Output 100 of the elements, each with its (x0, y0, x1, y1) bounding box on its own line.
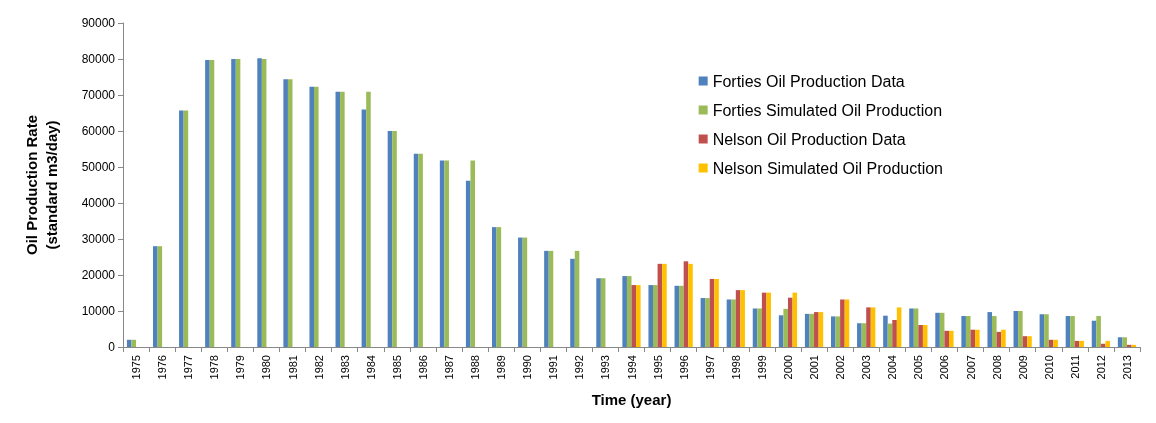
x-tick-label: 1988 (469, 355, 482, 380)
y-tick-label: 20000 (81, 268, 116, 282)
bar (283, 79, 288, 347)
bar (965, 316, 971, 347)
bar (1027, 336, 1032, 347)
x-tick-label: 1979 (234, 355, 247, 380)
x-tick-label: 1999 (755, 355, 768, 380)
bar (883, 315, 888, 347)
bar (444, 160, 449, 347)
bar (688, 263, 693, 347)
x-tick-label: 2009 (1016, 355, 1029, 380)
x-tick-label: 2000 (781, 355, 794, 380)
y-tick-label: 10000 (81, 304, 116, 318)
bar (309, 86, 315, 347)
legend-label: Nelson Oil Production Data (712, 130, 906, 148)
bar (892, 320, 897, 347)
x-tick-label: 1975 (130, 355, 143, 380)
x-tick-label: 1995 (651, 355, 664, 380)
bar (830, 316, 836, 347)
x-tick-label: 1987 (442, 355, 455, 380)
x-tick-label: 2011 (1068, 355, 1081, 379)
x-tick-label: 1994 (625, 355, 638, 380)
x-tick-label: 2002 (834, 355, 847, 380)
x-axis-title: Time (year) (591, 391, 672, 408)
x-tick-label: 2001 (808, 355, 821, 380)
bar (679, 285, 684, 347)
bar (518, 237, 523, 347)
bar (491, 227, 497, 347)
x-tick-label: 2012 (1094, 355, 1107, 380)
x-tick-label: 1980 (260, 355, 273, 380)
x-tick-label: 2005 (912, 355, 925, 380)
y-tick-label: 60000 (81, 124, 116, 138)
x-tick-label: 1989 (495, 355, 508, 380)
bar (766, 292, 772, 347)
x-tick-label: 1997 (703, 355, 716, 380)
x-tick-label: 2007 (964, 355, 977, 380)
bar (152, 246, 158, 347)
x-tick-label: 1992 (573, 355, 586, 380)
bar (1018, 311, 1023, 347)
bar (840, 299, 845, 347)
bar (636, 285, 641, 347)
x-tick-label: 2003 (860, 355, 873, 380)
x-tick-label: 1998 (729, 355, 742, 380)
bar (622, 276, 627, 347)
bar (1105, 340, 1111, 347)
bar (1126, 344, 1132, 347)
bar (1079, 340, 1084, 347)
bar (944, 330, 949, 347)
bar (418, 153, 423, 347)
bar (1044, 314, 1049, 347)
bar (757, 308, 762, 347)
legend-label: Forties Oil Production Data (712, 72, 905, 90)
bar (596, 278, 601, 347)
bar (179, 110, 184, 347)
y-tick-label: 70000 (81, 88, 116, 102)
bar (1070, 316, 1075, 347)
y-tick-label: 80000 (81, 52, 116, 66)
bar (544, 250, 549, 347)
y-axis-title: Oil Production Rate (standard m3/day) (22, 114, 60, 256)
x-tick-label: 1977 (182, 355, 195, 380)
bar (961, 316, 966, 347)
bar (975, 329, 980, 347)
bar (1001, 329, 1006, 347)
x-tick-label: 1993 (599, 355, 612, 380)
bar (740, 290, 745, 347)
x-tick-label: 2010 (1042, 355, 1055, 380)
legend-label: Nelson Simulated Oil Production (712, 159, 944, 177)
x-tick-label: 1996 (677, 355, 690, 380)
x-tick-label: 2008 (990, 355, 1003, 380)
bar (714, 278, 719, 347)
bar (857, 323, 862, 347)
bar (1122, 337, 1127, 347)
bar (340, 91, 345, 347)
bar (205, 60, 210, 347)
bar (731, 299, 736, 347)
bar (257, 58, 262, 347)
y-tick-label: 40000 (81, 196, 116, 210)
bar (1096, 316, 1101, 347)
x-tick-label: 1991 (547, 355, 560, 380)
bar (648, 285, 654, 347)
x-tick-label: 1978 (208, 355, 221, 380)
bar (992, 316, 997, 347)
bar (1053, 339, 1058, 347)
x-tick-label: 1976 (156, 355, 169, 380)
y-tick-label: 90000 (81, 16, 116, 30)
bar (392, 131, 397, 347)
bar (662, 263, 667, 347)
bar (570, 258, 575, 347)
x-tick-label: 2004 (886, 355, 899, 380)
x-tick-label: 2006 (938, 355, 951, 380)
x-tick-label: 1985 (390, 355, 403, 380)
x-tick-label: 1986 (416, 355, 429, 380)
bar (809, 313, 815, 347)
bar (131, 339, 137, 347)
x-tick-label: 1990 (521, 355, 534, 380)
x-tick-label: 2013 (1120, 355, 1133, 380)
x-tick-label: 1981 (286, 355, 299, 380)
x-tick-label: 1984 (364, 355, 377, 380)
bar (1117, 337, 1123, 347)
y-tick-label: 0 (108, 340, 116, 354)
